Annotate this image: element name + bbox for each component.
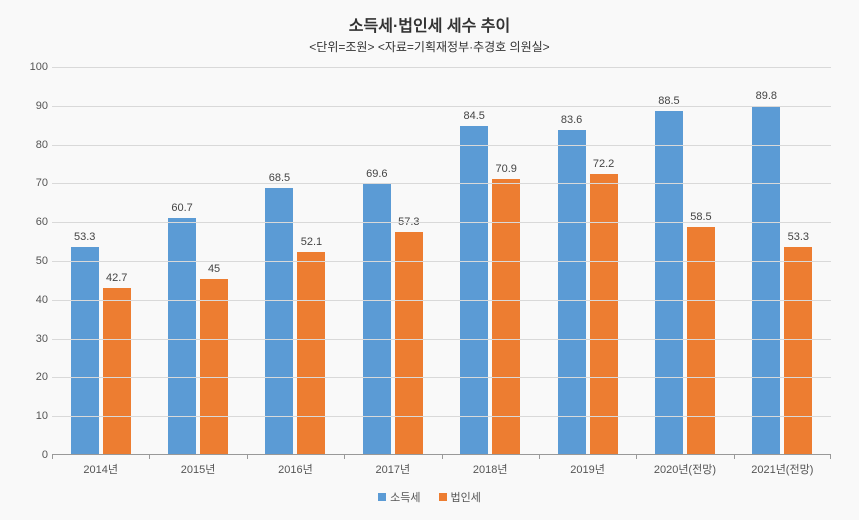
bar: 57.3 [395,232,423,454]
chart-title: 소득세·법인세 세수 추이 [20,12,839,36]
bar: 53.3 [71,247,99,454]
y-axis-tick-label: 50 [22,255,48,267]
x-axis-category-label: 2015년 [149,455,246,477]
gridline [52,145,831,146]
bar: 72.2 [590,174,618,454]
y-axis-tick-label: 0 [22,449,48,461]
bar-value-label: 53.3 [74,231,95,243]
bar: 83.6 [558,130,586,454]
gridline [52,222,831,223]
bar: 89.8 [752,106,780,454]
bar: 88.5 [655,111,683,454]
legend-swatch [439,493,447,501]
x-axis-tick [830,454,831,459]
y-axis-tick-label: 30 [22,333,48,345]
bar: 68.5 [265,188,293,454]
x-axis-tick [149,454,150,459]
y-axis-tick-label: 100 [22,61,48,73]
bar-value-label: 69.6 [366,168,387,180]
bar-value-label: 45 [208,263,220,275]
x-axis-tick [442,454,443,459]
chart-subtitle: <단위=조원> <자료=기획재정부·추경호 의원실> [20,38,839,55]
bar: 84.5 [460,126,488,454]
bar: 60.7 [168,218,196,454]
gridline [52,339,831,340]
bar-value-label: 42.7 [106,272,127,284]
bar-value-label: 70.9 [495,163,516,175]
bar-value-label: 84.5 [463,110,484,122]
gridline [52,300,831,301]
bar: 69.6 [363,184,391,454]
y-axis-tick-label: 40 [22,294,48,306]
x-axis-tick [636,454,637,459]
bar-value-label: 52.1 [301,236,322,248]
gridline [52,183,831,184]
y-axis-tick-label: 80 [22,139,48,151]
gridline [52,377,831,378]
bar: 42.7 [103,288,131,454]
x-axis-category-label: 2016년 [247,455,344,477]
y-axis-tick-label: 90 [22,100,48,112]
x-axis-tick [734,454,735,459]
gridline [52,416,831,417]
y-axis-tick-label: 60 [22,216,48,228]
legend-label: 소득세 [390,489,420,505]
x-axis-tick [344,454,345,459]
bar: 45 [200,279,228,454]
chart-container: 소득세·법인세 세수 추이 <단위=조원> <자료=기획재정부·추경호 의원실>… [0,0,859,520]
x-axis-category-label: 2014년 [52,455,149,477]
x-axis-category-label: 2020년(전망) [636,455,733,477]
bar-value-label: 72.2 [593,158,614,170]
y-axis-tick-label: 70 [22,177,48,189]
x-axis-category-label: 2018년 [442,455,539,477]
legend-swatch [378,493,386,501]
gridline [52,67,831,68]
x-axis-tick [52,454,53,459]
x-axis-tick [247,454,248,459]
x-axis-category-label: 2019년 [539,455,636,477]
gridline [52,261,831,262]
x-axis-tick [539,454,540,459]
y-axis-tick-label: 10 [22,410,48,422]
y-axis-tick-label: 20 [22,371,48,383]
bar-value-label: 89.8 [756,90,777,102]
bar: 52.1 [297,252,325,454]
bar-value-label: 83.6 [561,114,582,126]
legend-label: 법인세 [451,489,481,505]
bar-value-label: 60.7 [171,202,192,214]
bar-value-label: 53.3 [788,231,809,243]
gridline [52,106,831,107]
bar: 70.9 [492,179,520,454]
legend: 소득세 법인세 [20,489,839,505]
x-axis-category-label: 2017년 [344,455,441,477]
x-axis-category-label: 2021년(전망) [734,455,831,477]
legend-item: 소득세 [378,489,420,505]
legend-item: 법인세 [439,489,481,505]
plot-area: 53.342.760.74568.552.169.657.384.570.983… [52,67,831,455]
bar: 53.3 [784,247,812,454]
